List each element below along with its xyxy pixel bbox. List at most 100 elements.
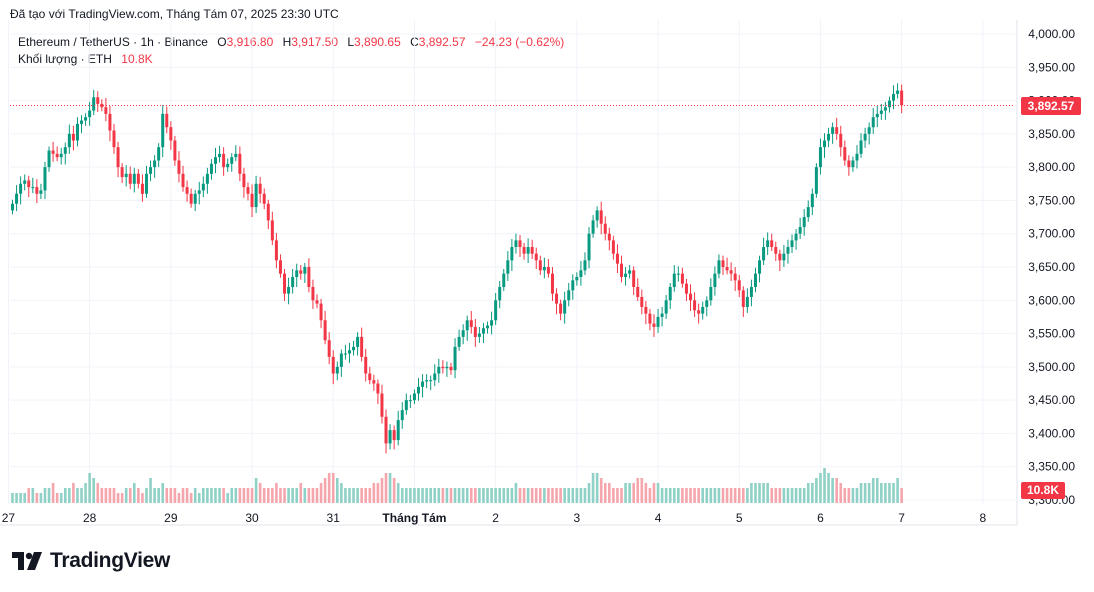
candle-body[interactable] [457, 336, 461, 347]
candle-body[interactable] [709, 286, 713, 301]
candle-body[interactable] [550, 273, 554, 294]
candle-body[interactable] [177, 160, 181, 174]
candle-body[interactable] [291, 276, 295, 287]
candle-body[interactable] [632, 270, 636, 287]
candle-body[interactable] [526, 247, 530, 254]
candle-body[interactable] [307, 267, 311, 287]
candle-body[interactable] [408, 400, 412, 402]
candle-body[interactable] [75, 123, 79, 141]
candle-body[interactable] [51, 150, 55, 154]
candle-body[interactable] [59, 153, 63, 158]
legend-volume-label[interactable]: Khối lượng · ETH [18, 52, 112, 66]
candle-body[interactable] [583, 260, 587, 271]
candle-body[interactable] [63, 147, 67, 154]
candle-body[interactable] [108, 113, 112, 131]
candle-body[interactable] [153, 160, 157, 168]
candle-body[interactable] [652, 323, 656, 327]
candle-body[interactable] [185, 187, 189, 194]
candle-body[interactable] [879, 110, 883, 114]
candle-body[interactable] [258, 183, 262, 194]
candle-body[interactable] [900, 90, 904, 106]
candle-body[interactable] [729, 270, 733, 274]
candle-body[interactable] [132, 173, 136, 184]
candle-body[interactable] [806, 207, 810, 218]
candle-body[interactable] [522, 247, 526, 254]
candle-body[interactable] [713, 273, 717, 287]
candle-body[interactable] [295, 270, 299, 277]
candle-body[interactable] [607, 233, 611, 241]
candle-body[interactable] [31, 187, 35, 189]
candle-body[interactable] [299, 270, 303, 274]
candle-body[interactable] [343, 353, 347, 355]
candle-body[interactable] [672, 273, 676, 287]
candle-body[interactable] [250, 193, 254, 208]
candle-body[interactable] [778, 253, 782, 261]
candle-body[interactable] [347, 350, 351, 354]
candle-body[interactable] [461, 330, 465, 337]
candle-body[interactable] [648, 313, 652, 324]
candle-body[interactable] [506, 260, 510, 274]
candle-body[interactable] [88, 110, 92, 118]
candle-body[interactable] [173, 140, 177, 161]
candle-body[interactable] [254, 183, 258, 208]
candle-body[interactable] [595, 210, 599, 221]
candle-body[interactable] [238, 153, 242, 174]
candle-body[interactable] [656, 316, 660, 327]
candle-body[interactable] [100, 103, 104, 108]
candle-body[interactable] [364, 356, 368, 374]
candle-body[interactable] [758, 260, 762, 274]
candle-body[interactable] [818, 147, 822, 168]
candle-body[interactable] [835, 127, 839, 134]
candle-body[interactable] [615, 253, 619, 264]
candle-body[interactable] [611, 240, 615, 254]
candle-body[interactable] [563, 300, 567, 314]
candle-body[interactable] [71, 133, 75, 141]
candle-body[interactable] [766, 240, 770, 248]
candle-body[interactable] [266, 203, 270, 221]
candle-body[interactable] [124, 173, 128, 178]
candle-body[interactable] [790, 240, 794, 248]
candle-body[interactable] [668, 286, 672, 301]
candle-body[interactable] [157, 147, 161, 161]
candle-body[interactable] [534, 253, 538, 261]
candle-body[interactable] [287, 286, 291, 294]
candle-body[interactable] [571, 280, 575, 291]
candle-body[interactable] [218, 153, 222, 158]
candle-body[interactable] [352, 346, 356, 351]
candle-body[interactable] [84, 117, 88, 121]
candle-body[interactable] [453, 346, 457, 371]
candle-body[interactable] [323, 320, 327, 341]
candle-body[interactable] [798, 227, 802, 234]
candle-body[interactable] [92, 97, 96, 111]
candle-body[interactable] [120, 167, 124, 178]
candle-body[interactable] [339, 353, 343, 367]
candle-body[interactable] [376, 383, 380, 394]
price-chart[interactable]: 4,000.003,950.003,900.003,850.003,800.00… [0, 0, 1094, 540]
candle-body[interactable] [278, 260, 282, 274]
candle-body[interactable] [368, 373, 372, 381]
candle-body[interactable] [449, 366, 453, 371]
candle-body[interactable] [437, 366, 441, 374]
candle-body[interactable] [494, 300, 498, 321]
candle-body[interactable] [814, 167, 818, 194]
candle-body[interactable] [400, 410, 404, 421]
candle-body[interactable] [356, 336, 360, 347]
candle-body[interactable] [490, 320, 494, 326]
candle-body[interactable] [684, 283, 688, 294]
candle-body[interactable] [644, 306, 648, 314]
candle-body[interactable] [636, 286, 640, 297]
candle-body[interactable] [863, 133, 867, 141]
candle-body[interactable] [786, 247, 790, 254]
candle-body[interactable] [640, 296, 644, 307]
candle-body[interactable] [782, 253, 786, 261]
candle-body[interactable] [242, 173, 246, 188]
candle-body[interactable] [883, 107, 887, 111]
candle-body[interactable] [810, 193, 814, 208]
candle-body[interactable] [112, 130, 116, 148]
candle-body[interactable] [433, 373, 437, 381]
candle-body[interactable] [226, 163, 230, 168]
candle-body[interactable] [591, 220, 595, 234]
candle-body[interactable] [372, 380, 376, 384]
candle-body[interactable] [530, 247, 534, 254]
candle-body[interactable] [774, 247, 778, 254]
